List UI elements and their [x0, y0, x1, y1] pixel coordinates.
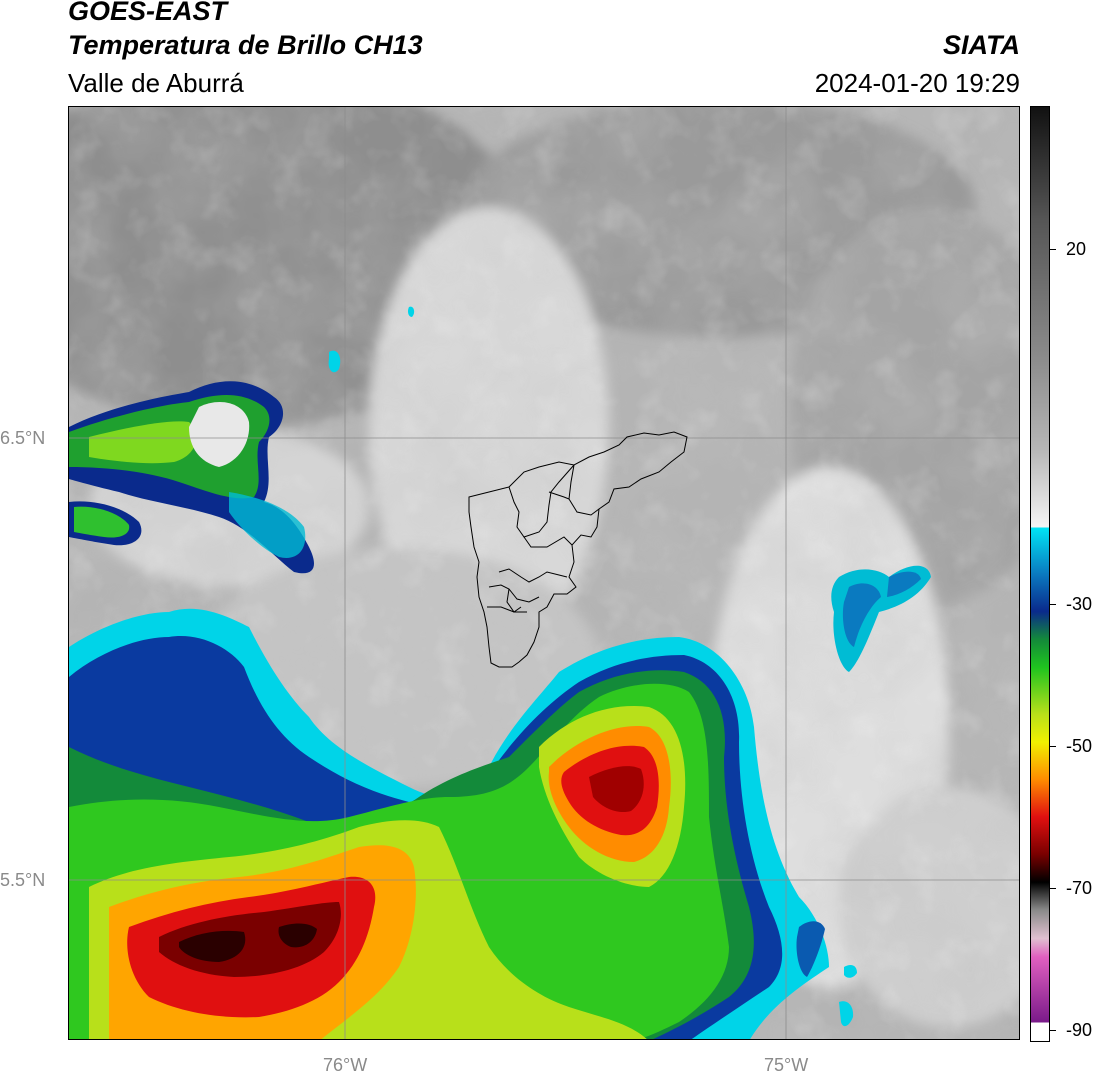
- map-image: [69, 107, 1019, 1039]
- map-gridlines: [69, 107, 1019, 1039]
- product-title: Temperatura de Brillo CH13: [68, 30, 423, 60]
- colorbar-tick-mark: [1050, 1030, 1056, 1031]
- colorbar-label-minus-70: -70: [1066, 878, 1093, 898]
- colorbar-label-20: 20: [1066, 239, 1087, 259]
- municipal-boundaries: [468, 431, 688, 668]
- colorbar-tick-mark: [1050, 888, 1056, 889]
- colorbar-gradient: [1031, 107, 1049, 1041]
- cloud-northwest: [69, 381, 314, 574]
- lat-label-6-5: 6.5°N: [0, 428, 46, 448]
- colorbar-label-minus-30: -30: [1066, 594, 1093, 614]
- satellite-title: GOES-EAST: [68, 0, 228, 26]
- datetime-label: 2024-01-20 19:29: [814, 68, 1020, 98]
- cloud-small-patches: [328, 306, 857, 1027]
- lon-label-76w: 76°W: [323, 1055, 368, 1075]
- colorbar-label-minus-50: -50: [1066, 736, 1093, 756]
- colorbar-tick-mark: [1050, 249, 1056, 250]
- colorbar-tick-mark: [1050, 604, 1056, 605]
- colorbar-tick-mark: [1050, 746, 1056, 747]
- organization-label: SIATA: [943, 30, 1020, 60]
- cloud-south: [69, 608, 829, 1039]
- colorbar-label-minus-90: -90: [1066, 1020, 1093, 1040]
- cloud-east: [831, 565, 931, 672]
- lat-label-5-5: 5.5°N: [0, 870, 46, 890]
- lon-label-75w: 75°W: [764, 1055, 809, 1075]
- region-label: Valle de Aburrá: [68, 68, 244, 98]
- satellite-map[interactable]: [68, 106, 1020, 1040]
- colorbar: [1030, 106, 1050, 1042]
